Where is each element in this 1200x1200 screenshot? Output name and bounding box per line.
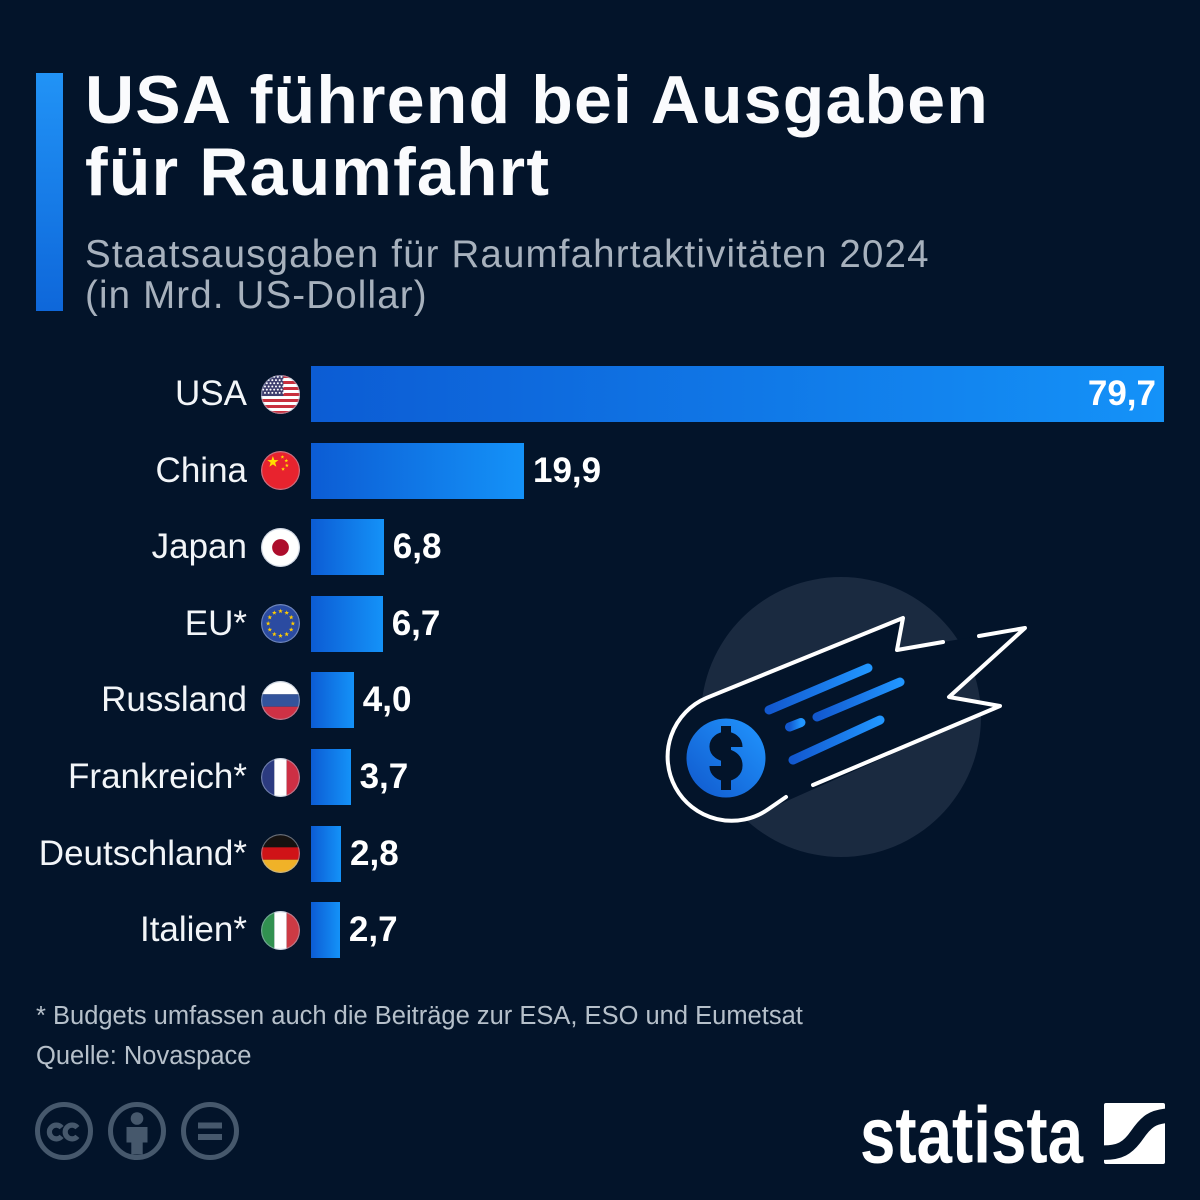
svg-text:statista: statista [860,1091,1083,1176]
